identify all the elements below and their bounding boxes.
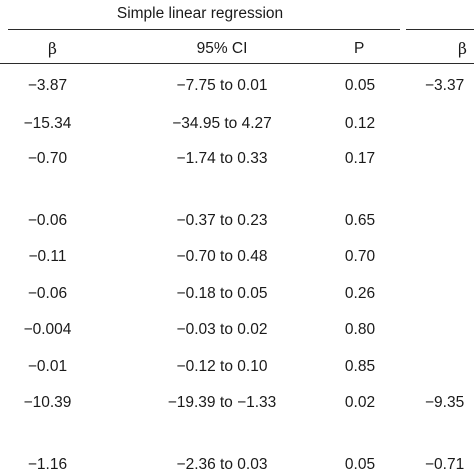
cell-p: 0.12 bbox=[344, 115, 376, 132]
header-beta-adjusted: β bbox=[458, 40, 467, 58]
group-rule-left bbox=[8, 29, 400, 30]
cell-ci: −7.75 to 0.01 bbox=[176, 77, 268, 94]
cell-p: 0.65 bbox=[344, 212, 376, 229]
cell-beta: −1.16 bbox=[27, 456, 68, 473]
cell-ci: −34.95 to 4.27 bbox=[172, 115, 272, 132]
cell-beta-adjusted: −0.71 bbox=[425, 456, 465, 473]
cell-ci: −0.03 to 0.02 bbox=[176, 321, 268, 338]
cell-beta: −10.39 bbox=[23, 394, 72, 411]
cell-p: 0.05 bbox=[344, 456, 376, 473]
cell-beta: −0.06 bbox=[27, 285, 68, 302]
cell-ci: −0.12 to 0.10 bbox=[176, 358, 268, 375]
cell-beta: −0.004 bbox=[23, 321, 72, 338]
cell-beta: −3.87 bbox=[27, 77, 68, 94]
cell-beta-adjusted: −3.37 bbox=[425, 77, 465, 94]
cell-ci: −1.74 to 0.33 bbox=[176, 150, 268, 167]
cell-beta: −0.06 bbox=[27, 212, 68, 229]
cell-ci: −0.37 to 0.23 bbox=[176, 212, 268, 229]
header-beta: β bbox=[48, 40, 57, 58]
cell-p: 0.70 bbox=[344, 248, 376, 265]
cell-beta: −0.01 bbox=[27, 358, 68, 375]
cell-ci: −19.39 to −1.33 bbox=[167, 394, 277, 411]
cell-p: 0.26 bbox=[344, 285, 376, 302]
cell-beta: −15.34 bbox=[23, 115, 72, 132]
group-rule-right bbox=[406, 29, 474, 30]
cell-ci: −2.36 to 0.03 bbox=[176, 456, 268, 473]
header-rule bbox=[0, 63, 474, 64]
cell-ci: −0.18 to 0.05 bbox=[176, 285, 268, 302]
cell-p: 0.05 bbox=[344, 77, 376, 94]
header-ci: 95% CI bbox=[196, 40, 248, 57]
cell-p: 0.17 bbox=[344, 150, 376, 167]
cell-beta: −0.11 bbox=[28, 248, 67, 265]
cell-p: 0.85 bbox=[344, 358, 376, 375]
cell-beta-adjusted: −9.35 bbox=[425, 394, 465, 411]
cell-beta: −0.70 bbox=[27, 150, 68, 167]
cell-ci: −0.70 to 0.48 bbox=[176, 248, 268, 265]
group-title: Simple linear regression bbox=[116, 5, 284, 22]
cell-p: 0.80 bbox=[344, 321, 376, 338]
cell-p: 0.02 bbox=[344, 394, 376, 411]
header-p: P bbox=[354, 40, 365, 57]
